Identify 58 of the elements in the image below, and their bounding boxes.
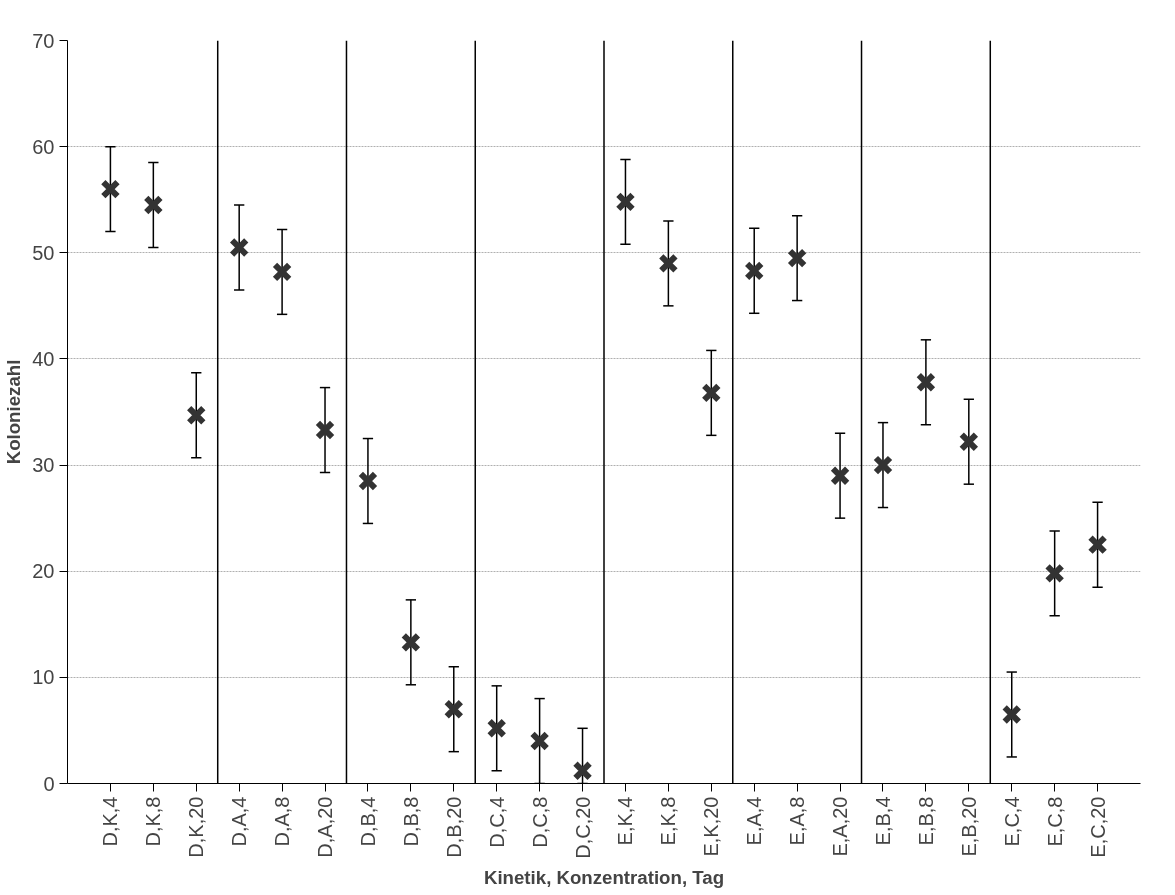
- x-tick-label: D,A,8: [271, 796, 294, 847]
- point: [958, 431, 979, 452]
- y-axis-title: Koloniezahl: [3, 359, 25, 465]
- x-tick-label: D,B,8: [399, 796, 422, 847]
- point: [1087, 534, 1108, 555]
- point: [572, 760, 593, 781]
- point: [443, 699, 464, 720]
- x-tick-label: D,K,8: [142, 796, 165, 847]
- point: [186, 405, 207, 426]
- x-tick-label: D,C,4: [485, 796, 508, 848]
- x-tick-label: E,B,20: [957, 796, 980, 857]
- point: [1001, 704, 1022, 725]
- point: [872, 455, 894, 476]
- point: [658, 253, 679, 274]
- point: [787, 248, 808, 269]
- y-tick-label: 50: [32, 241, 55, 264]
- x-tick-label: E,C,8: [1043, 796, 1066, 847]
- y-tick-label: 30: [32, 454, 55, 477]
- x-tick-label: E,K,8: [657, 796, 680, 846]
- x-tick-label: E,A,8: [786, 796, 809, 846]
- point: [357, 470, 379, 492]
- point: [701, 382, 722, 403]
- point: [829, 465, 851, 486]
- y-tick-label: 20: [32, 560, 55, 583]
- point: [529, 730, 550, 752]
- x-tick-label: E,K,4: [614, 796, 637, 846]
- y-tick-label: 70: [32, 29, 55, 52]
- point: [314, 419, 336, 441]
- point: [272, 261, 293, 282]
- x-tick-label: E,K,20: [700, 796, 723, 857]
- x-tick-label: D,B,4: [356, 796, 379, 847]
- x-tick-label: D,A,20: [314, 796, 337, 858]
- x-tick-label: E,B,4: [871, 796, 894, 846]
- x-tick-label: D,K,4: [99, 796, 122, 847]
- x-tick-label: E,B,8: [914, 796, 937, 846]
- point: [400, 632, 421, 653]
- x-tick-label: D,K,20: [185, 796, 208, 858]
- point: [1044, 563, 1065, 584]
- x-tick-label: E,C,20: [1086, 796, 1109, 858]
- x-axis-title: Kinetik, Konzentration, Tag: [483, 866, 725, 888]
- point: [615, 191, 636, 212]
- y-tick-label: 10: [32, 666, 55, 689]
- point: [100, 179, 121, 200]
- x-tick-label: D,B,20: [442, 796, 465, 858]
- x-tick-label: D,C,20: [571, 796, 594, 859]
- y-tick-label: 40: [32, 347, 55, 370]
- y-tick-label: 60: [32, 135, 55, 158]
- x-tick-label: E,A,4: [743, 796, 766, 846]
- point: [143, 194, 164, 216]
- y-tick-label: 0: [43, 772, 55, 795]
- x-tick-label: D,C,8: [528, 796, 551, 848]
- x-tick-label: D,A,4: [228, 796, 251, 847]
- point: [486, 718, 507, 739]
- x-tick-label: E,C,4: [1000, 796, 1023, 847]
- point: [744, 260, 765, 281]
- point: [229, 237, 250, 258]
- x-tick-label: E,A,20: [829, 796, 852, 857]
- point: [915, 372, 936, 393]
